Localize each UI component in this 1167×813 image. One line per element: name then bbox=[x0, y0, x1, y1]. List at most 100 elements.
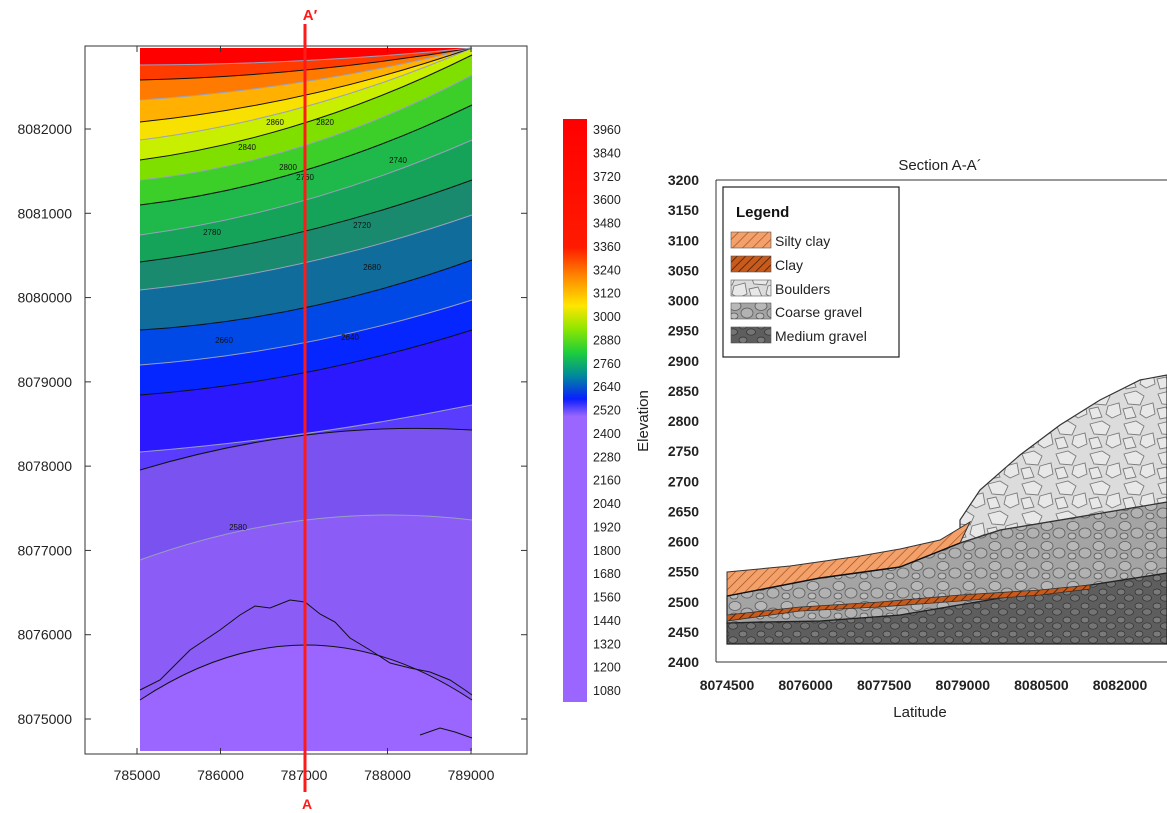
contour-label: 2640 bbox=[341, 333, 359, 342]
map-y-tick-label: 8077000 bbox=[17, 542, 72, 558]
section-y-tick-label: 2450 bbox=[668, 624, 699, 640]
colorbar-tick-label: 2040 bbox=[593, 497, 621, 511]
section-x-tick-label: 8076000 bbox=[778, 677, 833, 693]
section-x-tick-labels: 8074500 8076000 8077500 8079000 8080500 80820… bbox=[700, 677, 1148, 693]
section-x-tick-label: 8074500 bbox=[700, 677, 755, 693]
colorbar-tick-label: 1440 bbox=[593, 614, 621, 628]
contour-label: 2720 bbox=[353, 221, 371, 230]
section-y-tick-label: 2900 bbox=[668, 353, 699, 369]
colorbar-tick-label: 3240 bbox=[593, 263, 621, 277]
map-y-tick-label: 8082000 bbox=[17, 121, 72, 137]
section-y-tick-label: 2750 bbox=[668, 443, 699, 459]
contour-label: 2860 bbox=[266, 118, 284, 127]
colorbar-tick-label: 1920 bbox=[593, 520, 621, 534]
section-y-tick-label: 2550 bbox=[668, 564, 699, 580]
contour-line-low bbox=[419, 727, 473, 739]
colorbar-tick-label: 2160 bbox=[593, 474, 621, 488]
contour-label: 2680 bbox=[363, 263, 381, 272]
section-chart: Section A-A´ 3200 3150 3100 3050 3000 2950 290… bbox=[635, 157, 1167, 721]
map-y-tick-label: 8078000 bbox=[17, 458, 72, 474]
section-y-tick-labels: 3200 3150 3100 3050 3000 2950 2900 2850 2800 2750… bbox=[668, 172, 699, 670]
section-y-axis-label: Elevation bbox=[635, 390, 652, 452]
legend-swatch-clay bbox=[730, 255, 772, 273]
section-y-tick-label: 3000 bbox=[668, 293, 699, 309]
map-y-tick-label: 8080000 bbox=[17, 290, 72, 306]
section-y-tick-label: 3150 bbox=[668, 202, 699, 218]
colorbar-tick-label: 1320 bbox=[593, 637, 621, 651]
colorbar-tick-label: 1080 bbox=[593, 684, 621, 698]
colorbar-tick-label: 3360 bbox=[593, 240, 621, 254]
section-bottom-label: A bbox=[302, 796, 312, 812]
colorbar-tick-label: 3720 bbox=[593, 170, 621, 184]
colorbar-tick-label: 2760 bbox=[593, 357, 621, 371]
map-x-tick-label: 789000 bbox=[448, 767, 495, 783]
contour-label: 2780 bbox=[203, 228, 221, 237]
section-y-tick-label: 2500 bbox=[668, 594, 699, 610]
contour-label: 2580 bbox=[229, 523, 247, 532]
map-y-tick-label: 8076000 bbox=[17, 627, 72, 643]
colorbar-gradient bbox=[563, 119, 587, 702]
colorbar-tick-label: 2640 bbox=[593, 380, 621, 394]
map-y-tick-label: 8075000 bbox=[17, 711, 72, 727]
section-y-tick-label: 2800 bbox=[668, 413, 699, 429]
colorbar-tick-label: 2880 bbox=[593, 333, 621, 347]
colorbar-tick-label: 3600 bbox=[593, 193, 621, 207]
section-y-tick-label: 2700 bbox=[668, 473, 699, 489]
legend-swatch-medium-gravel bbox=[730, 326, 772, 344]
colorbar-tick-label: 3120 bbox=[593, 287, 621, 301]
section-top-label: A′ bbox=[303, 7, 318, 24]
map-axis-ticks bbox=[85, 46, 527, 754]
legend-item-coarse-gravel: Coarse gravel bbox=[775, 304, 862, 320]
section-y-tick-label: 2600 bbox=[668, 534, 699, 550]
map-x-tick-label: 788000 bbox=[364, 767, 411, 783]
layer-boulders bbox=[959, 374, 1167, 544]
legend-item-medium-gravel: Medium gravel bbox=[775, 328, 867, 344]
section-y-tick-label: 2950 bbox=[668, 323, 699, 339]
colorbar-tick-label: 1680 bbox=[593, 567, 621, 581]
colorbar: 3960 3840 3720 3600 3480 3360 3240 3120 3000 2880… bbox=[563, 119, 621, 702]
contour-label: 2800 bbox=[279, 163, 297, 172]
colorbar-tick-label: 1200 bbox=[593, 661, 621, 675]
section-legend: Legend Silty clay Clay Boulders Coarse g… bbox=[722, 186, 900, 358]
section-y-tick-label: 3100 bbox=[668, 232, 699, 248]
colorbar-tick-label: 2520 bbox=[593, 404, 621, 418]
section-x-tick-label: 8077500 bbox=[857, 677, 912, 693]
colorbar-tick-label: 3960 bbox=[593, 123, 621, 137]
section-y-tick-label: 2650 bbox=[668, 503, 699, 519]
section-y-tick-label: 2850 bbox=[668, 383, 699, 399]
colorbar-tick-label: 1800 bbox=[593, 544, 621, 558]
colorbar-tick-label: 3840 bbox=[593, 146, 621, 160]
section-y-tick-label: 3050 bbox=[668, 262, 699, 278]
legend-swatch-boulders bbox=[730, 279, 772, 297]
contour-label: 2660 bbox=[215, 336, 233, 345]
legend-item-silty-clay: Silty clay bbox=[775, 233, 830, 249]
legend-item-clay: Clay bbox=[775, 257, 803, 273]
section-y-tick-label: 3200 bbox=[668, 172, 699, 188]
legend-swatch-coarse-gravel bbox=[730, 302, 772, 320]
contour-labels: 2860284028202800278027602740272026802660… bbox=[203, 118, 407, 532]
contour-label: 2820 bbox=[316, 118, 334, 127]
contour-label: 2740 bbox=[389, 156, 407, 165]
colorbar-tick-labels: 3960 3840 3720 3600 3480 3360 3240 3120 3000 2880… bbox=[593, 123, 621, 698]
map-y-tick-label: 8079000 bbox=[17, 374, 72, 390]
section-x-tick-label: 8079000 bbox=[936, 677, 991, 693]
map-y-tick-label: 8081000 bbox=[17, 205, 72, 221]
colorbar-tick-label: 1560 bbox=[593, 591, 621, 605]
colorbar-tick-label: 3000 bbox=[593, 310, 621, 324]
map-x-tick-label: 786000 bbox=[197, 767, 244, 783]
contour-map: 2860284028202800278027602740272026802660… bbox=[17, 7, 528, 812]
section-x-tick-label: 8082000 bbox=[1093, 677, 1148, 693]
section-title: Section A-A´ bbox=[898, 157, 981, 174]
section-y-tick-label: 2400 bbox=[668, 654, 699, 670]
legend-title: Legend bbox=[736, 204, 789, 221]
section-x-axis-label: Latitude bbox=[893, 704, 946, 721]
colorbar-tick-label: 2280 bbox=[593, 450, 621, 464]
section-x-tick-label: 8080500 bbox=[1014, 677, 1069, 693]
contour-label: 2840 bbox=[238, 143, 256, 152]
layer-clay bbox=[726, 584, 1091, 622]
colorbar-tick-label: 2400 bbox=[593, 427, 621, 441]
layer-boundary bbox=[726, 542, 961, 597]
colorbar-tick-label: 3480 bbox=[593, 217, 621, 231]
legend-swatch-silty-clay bbox=[730, 231, 772, 249]
